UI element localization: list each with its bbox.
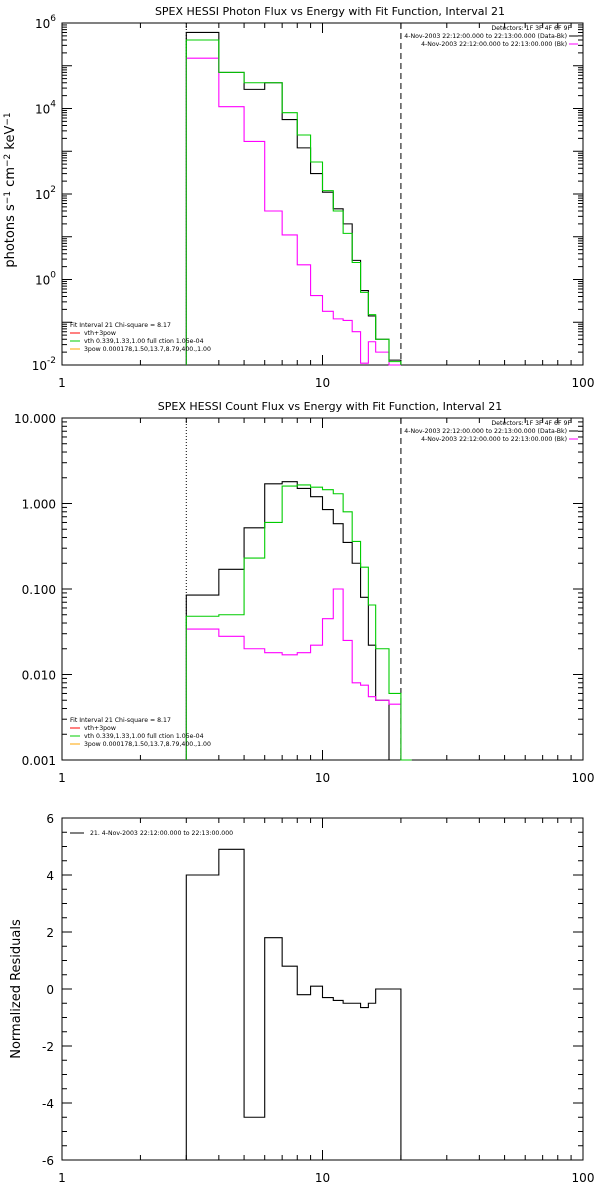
count-flux-ticks: 1 10 100 10.000 1.000 0.100 0.010 0.001 [14,412,594,785]
count-flux-fit-legend-text: vth 0.339,1.33,1.00 full ction 1.05e-04 [84,733,204,740]
count-flux-y-tick-label: 0.100 [22,583,56,597]
photon-flux-x-tick-label: 10 [315,376,330,390]
photon-flux-title: SPEX HESSI Photon Flux vs Energy with Fi… [155,5,505,18]
photon-flux-detectors-label: Detectors: 1F 3F 4F 6F 9F [491,25,571,32]
photon-flux-series [185,23,402,366]
photon-flux-fit-legend-text: 3pow 0.000178,1.50,13.7,8.79,400.,1.00 [84,346,211,353]
residuals-y-tick-label: -2 [42,1040,54,1054]
residuals-y-tick-label: -4 [42,1097,54,1111]
residuals-panel: Normalized Residuals 1 10 100 6 4 2 0 -2 -4 -6 21… [9,812,594,1185]
count-flux-title: SPEX HESSI Count Flux vs Energy with Fit… [158,400,502,413]
count-flux-y-tick-label: 10.000 [14,412,56,426]
count-flux-y-tick-label: 0.001 [22,754,56,768]
photon-flux-ticks: 1 10 100 10-2 100 102 104 106 [32,14,595,390]
residuals-x-tick-label: 1 [58,1171,66,1185]
photon-flux-y-tick-label: 106 [35,14,56,31]
count-flux-x-tick-label: 1 [58,771,66,785]
residuals-series-residual [185,848,402,1160]
photon-flux-time-legend-text: 4-Nov-2003 22:12:00.000 to 22:13:00.000 … [404,33,567,40]
count-flux-fit-legend-text: vth+3pow [84,725,116,732]
residuals-y-tick-label: 6 [46,812,54,826]
residuals-y-tick-label: 4 [46,869,54,883]
count-flux-time-legend-text: 4-Nov-2003 22:12:00.000 to 22:13:00.000 … [421,436,567,443]
count-flux-detectors-label: Detectors: 1F 3F 4F 6F 9F [491,420,571,427]
photon-flux-x-tick-label: 100 [572,376,595,390]
count-flux-y-tick-label: 0.010 [22,669,56,683]
photon-flux-series-bk [185,57,401,366]
photon-flux-series-vth-3pow [185,39,402,365]
count-flux-x-tick-label: 10 [315,771,330,785]
photon-flux-time-legend-text: 4-Nov-2003 22:12:00.000 to 22:13:00.000 … [421,41,567,48]
residuals-y-tick-label: 0 [46,983,54,997]
residuals-y-tick-label: -6 [42,1154,54,1168]
residuals-series [185,848,402,1160]
residuals-legend: 21. 4-Nov-2003 22:12:00.000 to 22:13:00.… [70,830,233,837]
photon-flux-y-tick-label: 104 [35,100,56,117]
count-flux-series [185,418,412,761]
count-flux-fit-legend-text: 3pow 0.000178,1.50,13.7,8.79,400.,1.00 [84,741,211,748]
photon-flux-y-tick-label: 102 [35,185,56,202]
count-flux-time-legend-text: 4-Nov-2003 22:12:00.000 to 22:13:00.000 … [404,428,567,435]
photon-flux-panel: SPEX HESSI Photon Flux vs Energy with Fi… [3,5,594,390]
residuals-x-tick-label: 100 [572,1171,595,1185]
residuals-x-tick-label: 10 [315,1171,330,1185]
residuals-ticks: 1 10 100 6 4 2 0 -2 -4 -6 [42,812,594,1185]
count-flux-series-bk [185,588,412,761]
count-flux-y-tick-label: 1.000 [22,498,56,512]
count-flux-panel: SPEX HESSI Count Flux vs Energy with Fit… [14,400,594,785]
count-flux-series-data-bk [185,481,412,761]
photon-flux-y-tick-label: 100 [35,271,56,288]
residuals-y-axis-label: Normalized Residuals [9,919,24,1059]
photon-flux-legend: Detectors: 1F 3F 4F 6F 9F4-Nov-2003 22:1… [70,25,578,353]
photon-flux-fit-legend-text: vth+3pow [84,330,116,337]
photon-flux-fit-legend-text: vth 0.339,1.33,1.00 full ction 1.05e-04 [84,338,204,345]
count-flux-x-tick-label: 100 [572,771,595,785]
photon-flux-y-tick-label: 10-2 [32,356,56,373]
count-flux-legend: Detectors: 1F 3F 4F 6F 9F4-Nov-2003 22:1… [70,420,578,748]
residuals-legend-text: 21. 4-Nov-2003 22:12:00.000 to 22:13:00.… [90,830,233,837]
photon-flux-x-tick-label: 1 [58,376,66,390]
residuals-y-tick-label: 2 [46,926,54,940]
photon-flux-series-data-bk [185,31,402,365]
count-flux-series-vth-3pow [185,484,412,761]
count-flux-fit-legend-header: Fit Interval 21 Chi-square = 8.17 [70,717,171,724]
photon-flux-y-axis-label: photons s−1 cm−2 keV−1 [3,112,18,267]
photon-flux-fit-legend-header: Fit Interval 21 Chi-square = 8.17 [70,322,171,329]
